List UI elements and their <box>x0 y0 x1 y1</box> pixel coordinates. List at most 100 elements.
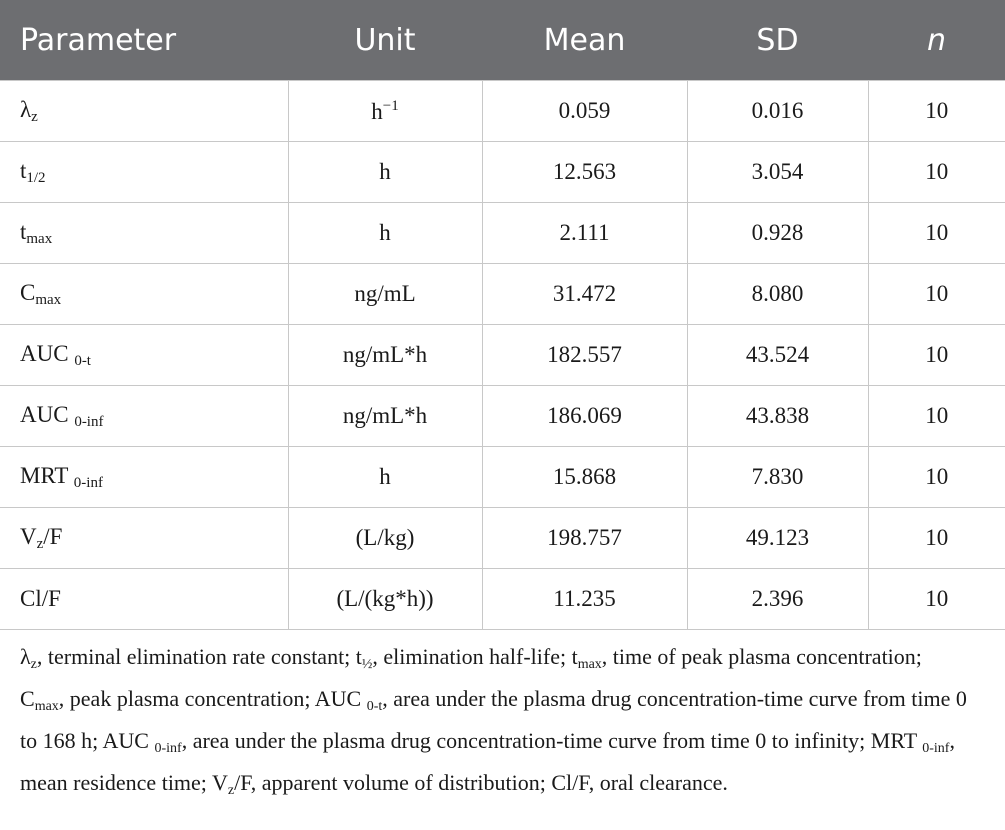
subscript: 0-t <box>366 699 383 714</box>
header-row: Parameter Unit Mean SD n <box>0 0 1005 81</box>
table-row: tmax h 2.111 0.928 10 <box>0 202 1005 264</box>
table-cell: Cl/F <box>0 568 289 630</box>
table-cell: t1/2 <box>0 141 289 203</box>
table-cell: 31.472 <box>481 263 688 325</box>
table-cell: 182.557 <box>481 324 688 386</box>
subscript: 0-t <box>74 352 91 369</box>
subscript: max <box>577 657 602 672</box>
table-cell: ng/mL*h <box>287 324 483 386</box>
table-row: Vz/F (L/kg) 198.757 49.123 10 <box>0 507 1005 569</box>
table-cell: 15.868 <box>481 446 688 508</box>
table-cell: 0.928 <box>686 202 869 264</box>
header-cell: Mean <box>482 0 687 81</box>
table-cell: (L/(kg*h)) <box>287 568 483 630</box>
subscript: ½ <box>361 657 373 672</box>
header-cell: SD <box>687 0 868 81</box>
table-cell: 11.235 <box>481 568 688 630</box>
subscript: 0-inf <box>922 741 950 756</box>
table-cell: 2.396 <box>686 568 869 630</box>
cell-text: /F <box>43 523 63 549</box>
table-cell: 43.524 <box>686 324 869 386</box>
cell-text: AUC <box>20 401 75 427</box>
table-cell: 10 <box>867 507 1005 569</box>
subscript: max <box>34 699 59 714</box>
table-cell: h <box>287 446 483 508</box>
footnote-text: , area under the plasma drug concentrati… <box>20 686 967 753</box>
subscript: z <box>31 108 38 125</box>
table-cell: 2.111 <box>481 202 688 264</box>
table-cell: 0.059 <box>481 80 688 142</box>
footnote-text: , elimination half-life; t <box>372 644 578 669</box>
table-cell: 10 <box>867 324 1005 386</box>
cell-text: λ <box>20 96 32 122</box>
table-cell: 43.838 <box>686 385 869 447</box>
header-cell: Parameter <box>0 0 288 81</box>
footnote-text: , time of peak plasma concentration; C <box>20 644 922 711</box>
table-cell: 10 <box>867 568 1005 630</box>
subscript: 1/2 <box>26 169 46 186</box>
table-cell: Cmax <box>0 263 289 325</box>
subscript: max <box>35 291 62 308</box>
table-cell: 10 <box>867 446 1005 508</box>
cell-text: V <box>20 523 37 549</box>
table-row: λz h−1 0.059 0.016 10 <box>0 80 1005 142</box>
table-cell: 0.016 <box>686 80 869 142</box>
table-cell: 10 <box>867 141 1005 203</box>
table-cell: 186.069 <box>481 385 688 447</box>
footnote-text: λ <box>20 644 31 669</box>
table-cell: 3.054 <box>686 141 869 203</box>
header-cell: Unit <box>288 0 482 81</box>
table-cell: h−1 <box>287 80 483 142</box>
table-cell: AUC 0-t <box>0 324 289 386</box>
table-cell: h <box>287 141 483 203</box>
table-row: AUC 0-inf ng/mL*h 186.069 43.838 10 <box>0 385 1005 447</box>
table-row: Cmax ng/mL 31.472 8.080 10 <box>0 263 1005 325</box>
table-cell: 10 <box>867 202 1005 264</box>
subscript: 0-inf <box>154 741 182 756</box>
table-cell: 10 <box>867 80 1005 142</box>
footnote-text: /F, apparent volume of distribution; Cl/… <box>234 770 728 795</box>
table-cell: 10 <box>867 263 1005 325</box>
cell-text: AUC <box>20 340 75 366</box>
table-cell: h <box>287 202 483 264</box>
table-cell: 12.563 <box>481 141 688 203</box>
table-cell: tmax <box>0 202 289 264</box>
cell-text: t <box>20 157 27 183</box>
table-cell: 8.080 <box>686 263 869 325</box>
table-row: Cl/F (L/(kg*h)) 11.235 2.396 10 <box>0 568 1005 630</box>
header-cell: n <box>868 0 1005 81</box>
footnote: λz, terminal elimination rate constant; … <box>0 630 990 808</box>
table-cell: 49.123 <box>686 507 869 569</box>
table-cell: ng/mL*h <box>287 385 483 447</box>
table-row: AUC 0-t ng/mL*h 182.557 43.524 10 <box>0 324 1005 386</box>
subscript: max <box>26 230 53 247</box>
subscript: z <box>227 783 235 798</box>
table-body: λz h−1 0.059 0.016 10 t1/2 h 12.563 3.054 10 tmax h… <box>0 80 1005 630</box>
table-cell: 10 <box>867 385 1005 447</box>
footnote-text: , peak plasma concentration; AUC <box>58 686 367 711</box>
footnote-text: , mean residence time; V <box>20 728 955 795</box>
cell-text: h <box>371 98 383 124</box>
table-cell: MRT 0-inf <box>0 446 289 508</box>
table-cell: λz <box>0 80 289 142</box>
footnote-text: , terminal elimination rate constant; t <box>36 644 362 669</box>
table-cell: 7.830 <box>686 446 869 508</box>
cell-text: t <box>20 218 27 244</box>
subscript: 0-inf <box>73 474 103 491</box>
table-row: t1/2 h 12.563 3.054 10 <box>0 141 1005 203</box>
table-cell: ng/mL <box>287 263 483 325</box>
subscript: z <box>36 535 44 552</box>
table-cell: 198.757 <box>481 507 688 569</box>
subscript: 0-inf <box>74 413 104 430</box>
cell-text: C <box>20 279 36 305</box>
table-cell: (L/kg) <box>287 507 483 569</box>
subscript: z <box>30 657 37 672</box>
table-cell: AUC 0-inf <box>0 385 289 447</box>
table-cell: Vz/F <box>0 507 289 569</box>
footnote-text: , area under the plasma drug concentrati… <box>181 728 923 753</box>
data-table: Parameter Unit Mean SD n λz h−1 0.059 0.016 10 t1… <box>0 0 1005 630</box>
table-row: MRT 0-inf h 15.868 7.830 10 <box>0 446 1005 508</box>
cell-text: MRT <box>20 462 74 488</box>
superscript: −1 <box>382 97 399 114</box>
